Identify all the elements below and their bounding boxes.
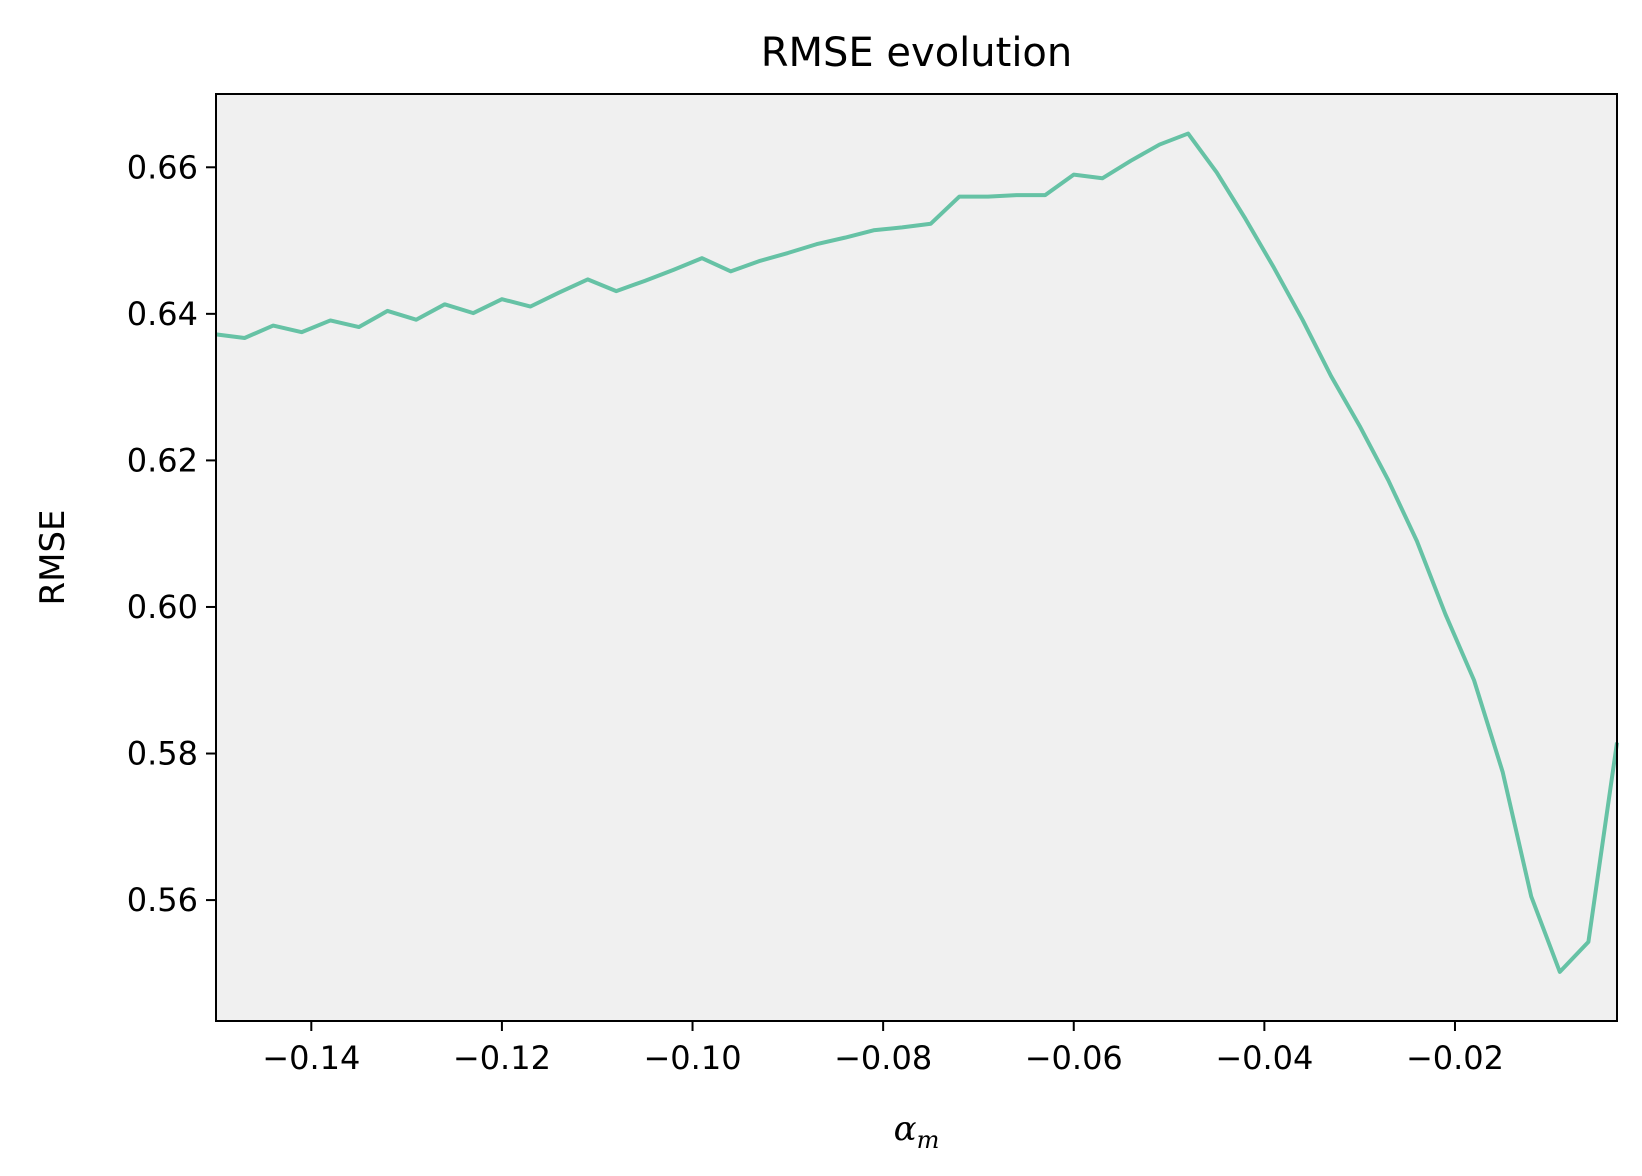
x-tick-label: −0.08 bbox=[834, 1039, 932, 1077]
x-tick-label: −0.14 bbox=[262, 1039, 360, 1077]
y-tick-label: 0.60 bbox=[127, 588, 198, 626]
chart-title: RMSE evolution bbox=[761, 30, 1073, 76]
y-tick-label: 0.58 bbox=[127, 735, 198, 773]
y-tick-label: 0.64 bbox=[127, 295, 198, 333]
y-tick-label: 0.56 bbox=[127, 881, 198, 919]
y-tick-label: 0.62 bbox=[127, 441, 198, 479]
x-axis-ticks: −0.14 −0.12 −0.10 −0.08 −0.06 −0.04 −0.02 bbox=[262, 1021, 1504, 1077]
plot-frame bbox=[215, 93, 1618, 1022]
x-axis-label: αm bbox=[894, 1109, 940, 1154]
x-tick-label: −0.10 bbox=[643, 1039, 741, 1077]
x-tick-label: −0.02 bbox=[1406, 1039, 1504, 1077]
x-tick-label: −0.06 bbox=[1025, 1039, 1123, 1077]
y-tick-label: 0.66 bbox=[127, 148, 198, 186]
x-tick-label: −0.04 bbox=[1215, 1039, 1313, 1077]
y-axis-ticks: 0.56 0.58 0.60 0.62 0.64 0.66 bbox=[127, 148, 216, 919]
x-axis-label-subscript: m bbox=[917, 1126, 940, 1154]
series-line bbox=[215, 131, 1619, 974]
x-axis-label-symbol: α bbox=[894, 1109, 917, 1149]
plot-area bbox=[216, 94, 1617, 1021]
y-axis-label: RMSE bbox=[33, 509, 73, 605]
x-tick-label: −0.12 bbox=[453, 1039, 551, 1077]
